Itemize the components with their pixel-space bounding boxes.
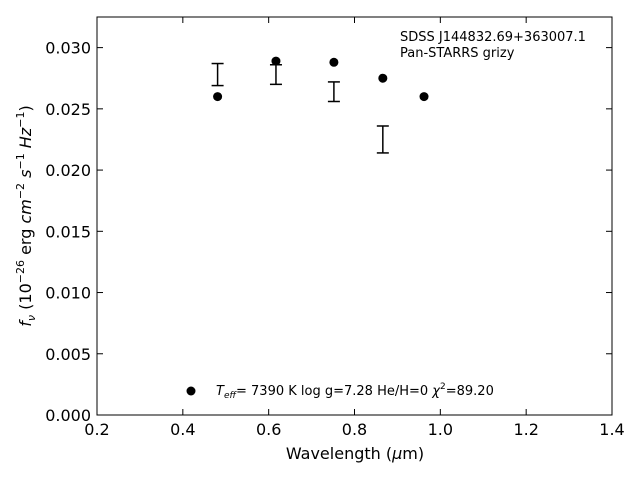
x-tick-label: 1.2 bbox=[513, 420, 538, 439]
model-point bbox=[213, 92, 223, 102]
y-tick-label: 0.015 bbox=[45, 222, 91, 241]
x-tick-label: 0.4 bbox=[170, 420, 195, 439]
x-tick-label: 1.4 bbox=[599, 420, 624, 439]
survey-annotation: Pan-STARRS grizy bbox=[400, 46, 515, 61]
y-tick-label: 0.000 bbox=[45, 406, 91, 425]
legend-model-label: Teff= 7390 K log g=7.28 He/H=0 χ2=89.20 bbox=[216, 382, 494, 401]
model-point bbox=[271, 56, 281, 66]
y-tick-label: 0.025 bbox=[45, 100, 91, 119]
y-axis-label: fν (10−26 erg cm−2 s−1 Hz−1) bbox=[14, 105, 38, 326]
y-tick-label: 0.020 bbox=[45, 161, 91, 180]
model-point bbox=[329, 57, 339, 67]
y-tick-label: 0.030 bbox=[45, 39, 91, 58]
x-axis-label: Wavelength (μm) bbox=[286, 444, 424, 463]
x-tick-label: 0.2 bbox=[84, 420, 109, 439]
object-name-annotation: SDSS J144832.69+363007.1 bbox=[400, 30, 586, 45]
y-tick-label: 0.005 bbox=[45, 345, 91, 364]
x-tick-label: 0.6 bbox=[256, 420, 281, 439]
x-tick-label: 1.0 bbox=[428, 420, 453, 439]
x-tick-label: 0.8 bbox=[342, 420, 367, 439]
legend-model-marker bbox=[186, 386, 196, 396]
model-point bbox=[378, 73, 388, 83]
model-point bbox=[419, 92, 429, 102]
y-tick-label: 0.010 bbox=[45, 284, 91, 303]
plot-frame bbox=[96, 16, 613, 416]
